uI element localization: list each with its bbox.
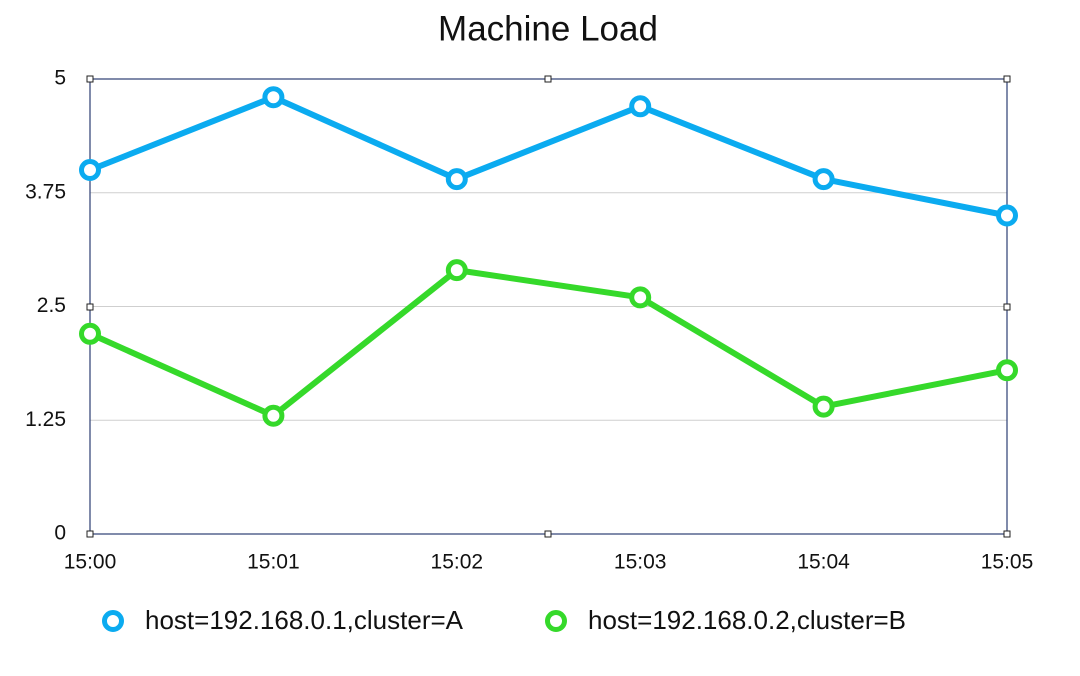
data-point	[79, 159, 101, 181]
y-tick-label: 1.25	[25, 408, 66, 431]
chart-title: Machine Load	[438, 9, 658, 48]
y-tick-label: 3.75	[25, 180, 66, 203]
handle	[86, 530, 94, 538]
handle	[544, 530, 552, 538]
x-tick-label: 15:00	[64, 551, 117, 574]
y-tick-label: 5	[54, 67, 66, 90]
data-point	[629, 286, 652, 309]
handle	[86, 75, 94, 83]
legend-label: host=192.168.0.2,cluster=B	[588, 605, 906, 635]
x-tick-label: 15:03	[614, 551, 667, 574]
data-point	[996, 359, 1018, 382]
x-tick-label: 15:04	[797, 551, 850, 574]
grid: 0 1.25 2.5 3.75 5 15:00 15:01 15:02 15:03 15:04 15…	[25, 67, 1033, 574]
data-point	[262, 404, 285, 427]
legend-marker	[545, 610, 567, 632]
data-point	[629, 95, 652, 118]
handle	[544, 75, 552, 83]
data-point	[445, 259, 468, 282]
series-line	[88, 267, 1008, 419]
handle	[86, 303, 94, 311]
data-point	[812, 168, 835, 191]
plot-area	[79, 86, 1018, 427]
handle	[1003, 303, 1011, 311]
x-tick-label: 15:02	[431, 551, 484, 574]
data-point	[445, 168, 468, 191]
y-tick-label: 0	[54, 522, 66, 545]
selection-handles	[86, 75, 1011, 538]
legend-label: host=192.168.0.1,cluster=A	[145, 605, 464, 635]
series-line	[88, 94, 1008, 219]
y-tick-label: 2.5	[37, 294, 66, 317]
x-tick-label: 15:05	[981, 551, 1034, 574]
data-point	[262, 86, 285, 109]
handle	[1003, 75, 1011, 83]
handle	[1003, 530, 1011, 538]
x-tick-label: 15:01	[247, 551, 300, 574]
legend-marker	[102, 610, 124, 632]
data-point	[996, 204, 1018, 227]
data-point	[79, 322, 101, 345]
legend: host=192.168.0.1,cluster=A host=192.168.0…	[102, 605, 906, 635]
data-point	[812, 395, 835, 418]
